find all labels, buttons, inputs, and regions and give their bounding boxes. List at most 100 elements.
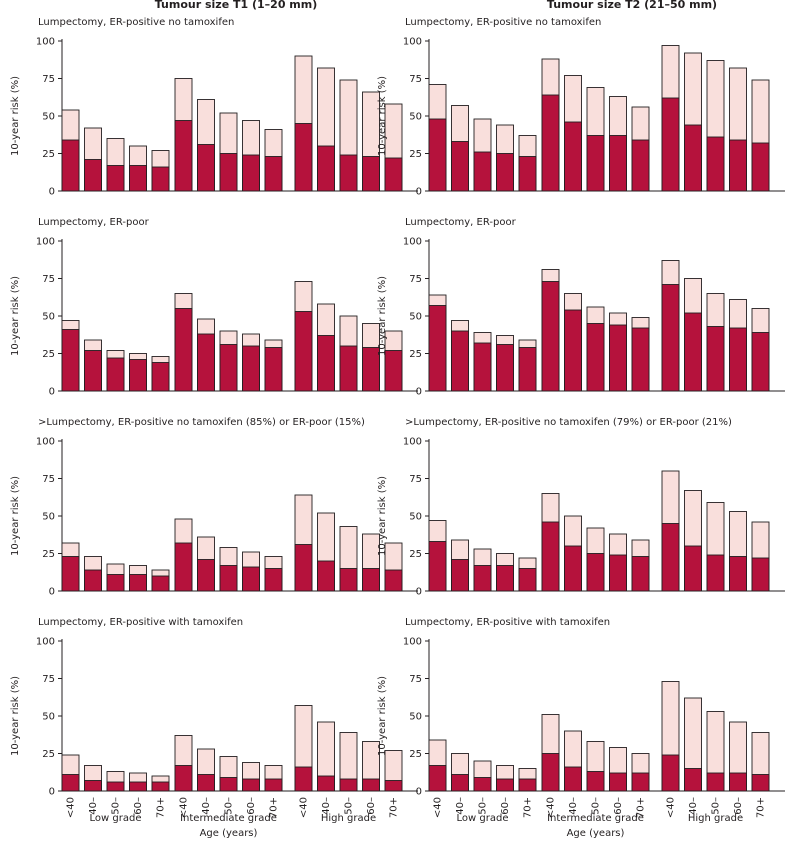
group-label: High grade xyxy=(688,813,743,824)
bar-inner xyxy=(264,347,283,392)
bar-inner xyxy=(706,136,725,192)
bar-inner xyxy=(84,350,102,392)
bar-inner xyxy=(451,559,469,592)
bar-inner xyxy=(564,309,582,392)
bar-inner xyxy=(684,312,702,392)
bar-inner xyxy=(684,545,702,592)
panel-r1-c2: Lumpectomy, ER-positive no tamoxifen 0 25 5… xyxy=(377,17,785,198)
bar-inner xyxy=(339,568,358,592)
bar-inner xyxy=(541,94,560,192)
bar-inner xyxy=(586,553,605,592)
bar-inner xyxy=(609,554,627,592)
panel-title: Lumpectomy, ER-positive with tamoxifen xyxy=(405,617,610,628)
y-axis-label: 10-year risk (%) xyxy=(10,476,21,556)
x-tick-label: 50– xyxy=(478,797,489,815)
bar-inner xyxy=(197,333,215,392)
bar-inner xyxy=(451,141,469,192)
bar-inner xyxy=(684,124,702,192)
column-title-t2: Tumour size T2 (21–50 mm) xyxy=(547,0,717,11)
bar-inner xyxy=(729,772,747,792)
x-axis-title: Age (years) xyxy=(567,828,625,839)
y-tick-label: 0 xyxy=(416,387,422,398)
bar-inner xyxy=(706,772,725,792)
bar-inner xyxy=(151,362,170,392)
bar-inner xyxy=(294,311,313,392)
y-tick-label: 50 xyxy=(42,712,55,723)
y-tick-label: 75 xyxy=(42,674,55,685)
x-tick-label: 40– xyxy=(455,797,466,815)
bar-inner xyxy=(197,144,215,192)
y-tick-label: 0 xyxy=(49,587,55,598)
bar-inner xyxy=(197,559,215,592)
y-axis-label: 10-year risk (%) xyxy=(377,76,388,156)
bar-inner xyxy=(428,118,447,192)
bar-inner xyxy=(339,154,358,192)
x-tick-label: 60– xyxy=(133,797,144,815)
y-axis-label: 10-year risk (%) xyxy=(377,676,388,756)
bar-inner xyxy=(151,575,170,592)
panel-r4-c1: Lumpectomy, ER-positive with tamoxifen 0 2… xyxy=(10,617,418,839)
bar-inner xyxy=(384,780,403,792)
bar-inner xyxy=(61,329,80,392)
bar-inner xyxy=(219,777,238,792)
y-tick-label: 0 xyxy=(49,787,55,798)
y-axis-label: 10-year risk (%) xyxy=(10,76,21,156)
bar-inner xyxy=(151,166,170,192)
x-tick-label: 60– xyxy=(500,797,511,815)
y-tick-label: 25 xyxy=(42,749,55,760)
y-tick-label: 50 xyxy=(409,312,422,323)
bar-inner xyxy=(242,154,260,192)
plot-grid: Lumpectomy, ER-positive no tamoxifen 0 25 5… xyxy=(10,17,785,839)
y-tick-label: 75 xyxy=(42,474,55,485)
y-tick-label: 25 xyxy=(42,549,55,560)
x-tick-label: 70+ xyxy=(269,797,280,818)
y-tick-label: 25 xyxy=(42,349,55,360)
bar-inner xyxy=(661,284,680,392)
group-label: Intermediate grade xyxy=(180,813,277,824)
y-tick-label: 100 xyxy=(36,637,55,648)
bar-inner xyxy=(362,347,380,392)
x-tick-label: 40– xyxy=(88,797,99,815)
bar-inner xyxy=(294,766,313,792)
x-tick-label: 70+ xyxy=(156,797,167,818)
bar-inner xyxy=(706,326,725,392)
bar-inner xyxy=(751,142,770,192)
bar-inner xyxy=(428,541,447,592)
y-axis-label: 10-year risk (%) xyxy=(10,676,21,756)
y-tick-label: 50 xyxy=(409,112,422,123)
bar-inner xyxy=(219,153,238,192)
bar-inner xyxy=(473,565,492,592)
bar-inner xyxy=(384,157,403,192)
bar-inner xyxy=(564,545,582,592)
y-tick-label: 25 xyxy=(409,749,422,760)
y-tick-label: 25 xyxy=(42,149,55,160)
bar-inner xyxy=(129,165,147,192)
group-label: Low grade xyxy=(90,813,142,824)
y-tick-label: 100 xyxy=(36,437,55,448)
y-tick-label: 75 xyxy=(409,674,422,685)
y-tick-label: 50 xyxy=(42,112,55,123)
bar-inner xyxy=(174,765,193,792)
panel-r2-c1: Lumpectomy, ER-poor 0 25 50 75 100 10-year ris… xyxy=(10,217,418,398)
panel-title: Lumpectomy, ER-positive no tamoxifen xyxy=(405,17,601,28)
bar-inner xyxy=(129,359,147,392)
bar-inner xyxy=(362,156,380,192)
panel-r2-c2: Lumpectomy, ER-poor 0 25 50 75 100 10-year ris… xyxy=(377,217,785,398)
y-tick-label: 0 xyxy=(416,787,422,798)
bar-inner xyxy=(496,778,514,792)
x-axis-title: Age (years) xyxy=(200,828,258,839)
x-tick-label: 60– xyxy=(733,797,744,815)
x-tick-label: 40– xyxy=(688,797,699,815)
panel-title: >Lumpectomy, ER-positive no tamoxifen (7… xyxy=(405,417,732,428)
bar-inner xyxy=(451,774,469,792)
group-label: High grade xyxy=(321,813,376,824)
y-tick-label: 75 xyxy=(42,74,55,85)
bar-inner xyxy=(586,323,605,392)
bar-inner xyxy=(541,753,560,792)
x-tick-label: <40 xyxy=(666,797,677,818)
bar-inner xyxy=(428,765,447,792)
bar-inner xyxy=(473,342,492,392)
bar-inner xyxy=(751,332,770,392)
bar-inner xyxy=(631,139,650,192)
bar-inner xyxy=(151,781,170,792)
